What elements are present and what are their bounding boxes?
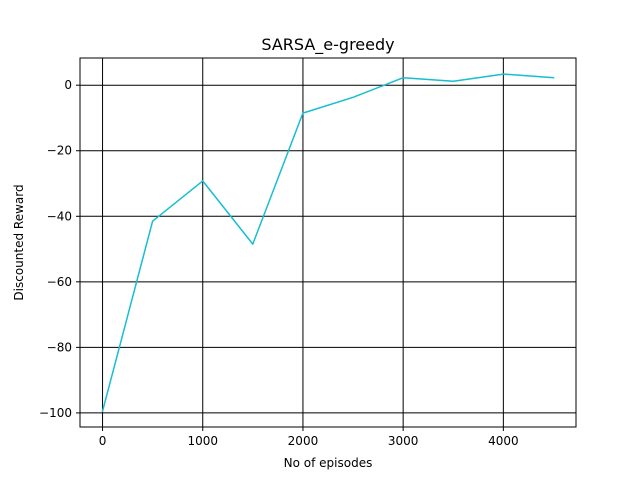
series-line [101, 73, 555, 413]
x-tick-label: 2000 [288, 434, 319, 448]
x-axis: 0 1000 2000 3000 4000 [99, 427, 519, 448]
grid [80, 58, 576, 427]
y-tick-label: 0 [64, 78, 72, 92]
x-tick-label: 3000 [388, 434, 419, 448]
y-axis: −100 −80 −60 −40 −20 0 [39, 78, 80, 420]
y-tick-label: −60 [47, 275, 72, 289]
y-tick-label: −100 [39, 406, 72, 420]
y-tick-label: −20 [47, 144, 72, 158]
x-axis-label: No of episodes [284, 456, 373, 470]
plot-area [80, 58, 576, 427]
x-tick-label: 4000 [488, 434, 519, 448]
y-axis-label: Discounted Reward [12, 184, 26, 300]
x-tick-label: 0 [99, 434, 107, 448]
y-tick-label: −80 [47, 340, 72, 354]
y-tick-label: −40 [47, 209, 72, 223]
x-tick-label: 1000 [187, 434, 218, 448]
series-layer [101, 73, 555, 413]
plot-frame [79, 57, 577, 428]
chart-title: SARSA_e-greedy [261, 35, 394, 55]
